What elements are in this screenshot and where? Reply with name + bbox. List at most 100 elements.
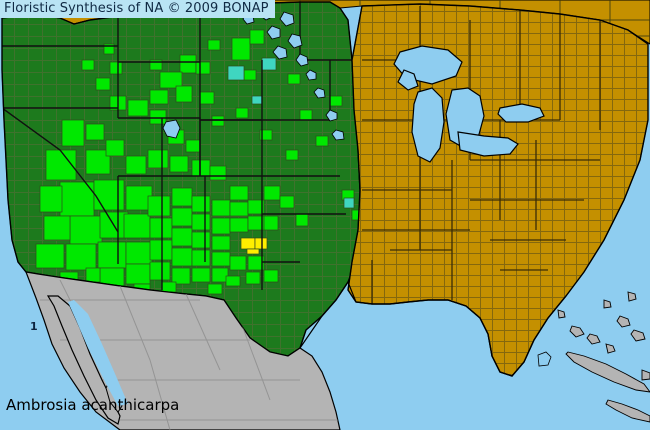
cuba [565,351,650,393]
county-present [161,281,177,293]
map-title-text: Floristic Synthesis of NA © 2009 BONAP [4,1,269,16]
county-present [43,215,71,241]
county-present [171,187,193,207]
county-present [149,217,173,239]
county-present [159,71,183,89]
county-present [125,263,151,285]
county-present [247,255,265,271]
county-present [123,213,151,239]
county-present [97,241,127,269]
county-present [295,213,309,227]
county-present [149,109,167,125]
county-present [191,195,211,213]
county-present [211,267,229,283]
county-present [69,215,103,245]
county-present [229,255,247,271]
county-present [249,29,265,45]
county-present [243,69,257,81]
county-present [125,241,153,265]
species-name-text: Ambrosia acanthicarpa [6,396,180,414]
county-present [351,209,362,221]
county-present [211,217,231,235]
county-present [103,43,115,55]
county-rare [246,248,260,255]
county-present [171,207,193,227]
lake-michigan [411,87,445,163]
county-present [263,185,281,201]
county-present [81,59,95,71]
great-salt-lake [162,119,181,139]
county-present [179,54,197,74]
county-present [93,179,125,211]
county-rare [254,237,268,250]
county-present [229,201,249,217]
county-present [211,199,231,217]
county-present [231,37,251,61]
county-present [39,185,63,213]
county-adventive [227,65,245,81]
region-mexico [25,271,341,430]
county-present [105,139,125,157]
county-present [149,89,169,105]
county-present [191,213,211,231]
county-adventive [261,57,277,71]
county-present [263,269,279,283]
county-present [169,155,189,173]
county-present [315,135,329,147]
present-counties-layer [35,29,362,295]
county-present [209,165,227,181]
county-present [263,215,279,231]
county-rare [240,237,256,250]
map-title-bar: Floristic Synthesis of NA © 2009 BONAP [0,0,275,18]
county-present [185,139,201,153]
county-present [191,249,211,267]
county-present [149,239,173,261]
county-present [229,217,249,233]
county-present [235,107,249,119]
county-present [59,181,95,217]
county-present [207,39,221,51]
species-name-label: Ambrosia acanthicarpa [6,396,179,414]
lake-erie [457,131,519,157]
county-present [199,91,215,105]
great-lakes [393,45,545,163]
lake-ontario [497,103,545,123]
county-present [149,261,171,281]
ocean-marker-label: 1 [30,320,38,333]
county-adventive [251,95,263,105]
county-present [191,267,211,283]
ocean-reference-marker: 1 [30,320,38,333]
county-present [229,185,249,201]
county-present [191,159,211,177]
county-present [329,95,343,107]
county-present [211,115,225,127]
county-present [95,77,111,91]
county-present [127,99,149,117]
county-present [147,195,171,217]
county-present [171,227,193,247]
county-present [287,73,301,85]
state-boundaries [2,2,352,290]
county-present [211,251,231,267]
county-present [147,149,169,169]
county-present [299,109,313,121]
county-present [191,231,211,249]
adventive-counties-layer [227,57,355,209]
county-present [61,119,85,147]
lake-okeechobee [537,351,552,367]
county-present [285,149,299,161]
county-present [109,61,123,75]
county-present [247,199,265,215]
county-present [245,271,261,285]
county-present [85,267,101,283]
county-present [171,267,191,285]
county-present [195,61,211,75]
county-present [207,283,223,295]
county-present [175,85,193,103]
county-adventive [343,197,355,209]
county-present [125,155,147,175]
county-present [171,247,193,267]
region-caribbean [557,291,650,423]
